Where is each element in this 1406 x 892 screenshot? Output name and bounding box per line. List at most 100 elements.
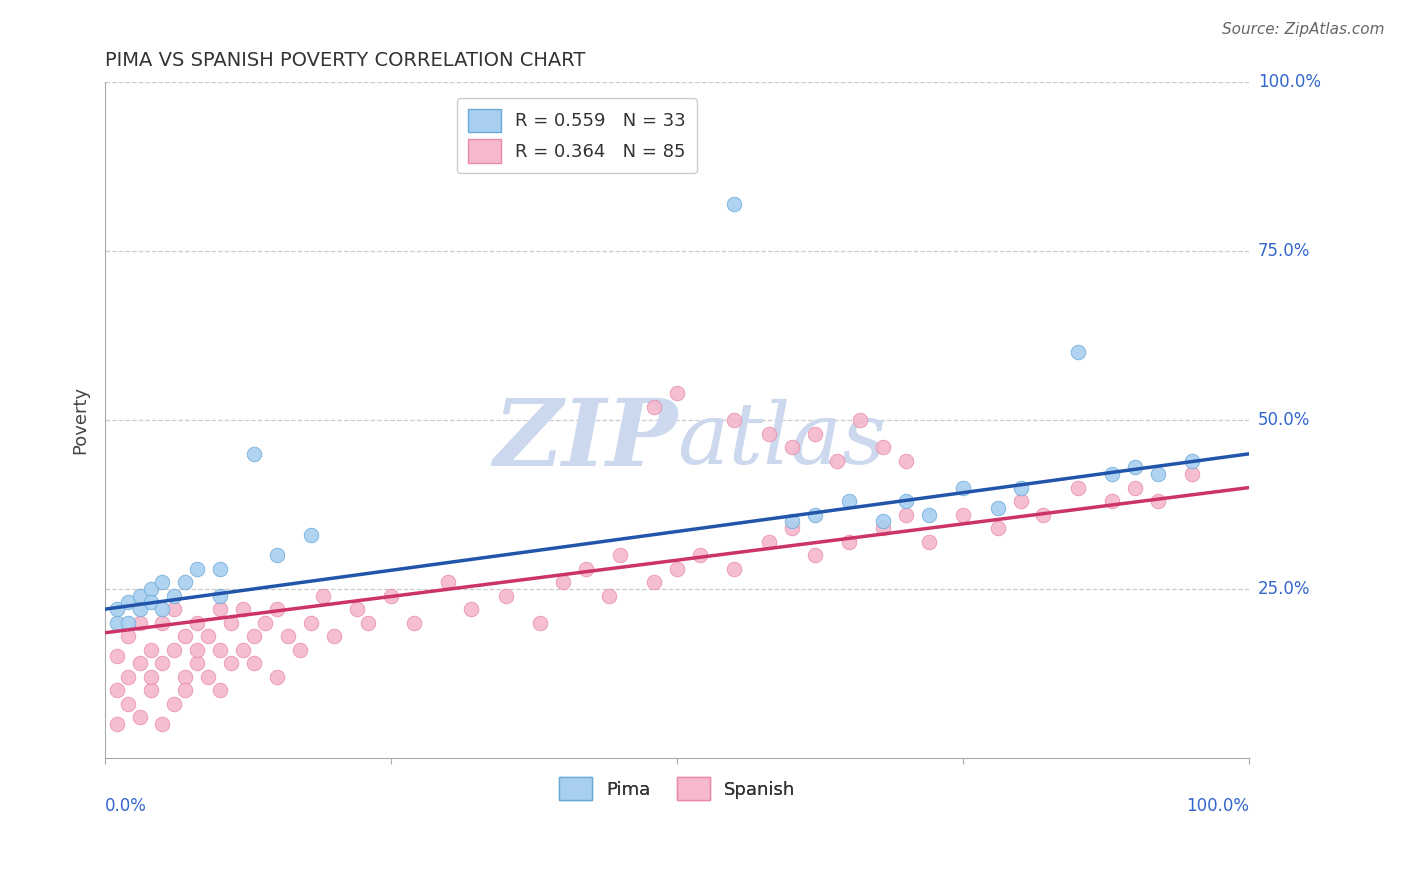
- Point: [1010, 481, 1032, 495]
- Point: [803, 426, 825, 441]
- Point: [1146, 494, 1168, 508]
- Point: [918, 508, 941, 522]
- Point: [1101, 467, 1123, 481]
- Point: [689, 548, 711, 562]
- Point: [1181, 467, 1204, 481]
- Point: [105, 683, 128, 698]
- Point: [277, 629, 299, 643]
- Point: [243, 656, 266, 670]
- Point: [128, 615, 150, 630]
- Point: [163, 602, 186, 616]
- Point: [952, 481, 974, 495]
- Point: [987, 500, 1010, 515]
- Point: [208, 561, 231, 575]
- Point: [174, 629, 197, 643]
- Point: [139, 670, 162, 684]
- Point: [288, 642, 311, 657]
- Point: [117, 615, 139, 630]
- Point: [163, 589, 186, 603]
- Point: [1067, 481, 1090, 495]
- Point: [551, 575, 574, 590]
- Point: [311, 589, 333, 603]
- Point: [529, 615, 551, 630]
- Point: [152, 575, 174, 590]
- Point: [357, 615, 380, 630]
- Point: [243, 447, 266, 461]
- Point: [105, 615, 128, 630]
- Point: [723, 197, 745, 211]
- Text: PIMA VS SPANISH POVERTY CORRELATION CHART: PIMA VS SPANISH POVERTY CORRELATION CHAR…: [105, 51, 585, 70]
- Point: [827, 453, 849, 467]
- Point: [174, 575, 197, 590]
- Point: [128, 710, 150, 724]
- Point: [803, 508, 825, 522]
- Point: [1067, 345, 1090, 359]
- Point: [1123, 460, 1146, 475]
- Point: [254, 615, 277, 630]
- Point: [231, 602, 253, 616]
- Point: [1146, 467, 1168, 481]
- Text: atlas: atlas: [678, 399, 886, 482]
- Point: [803, 548, 825, 562]
- Point: [186, 656, 208, 670]
- Point: [152, 717, 174, 731]
- Y-axis label: Poverty: Poverty: [72, 386, 89, 454]
- Point: [208, 602, 231, 616]
- Point: [872, 440, 894, 454]
- Point: [723, 561, 745, 575]
- Point: [666, 386, 689, 401]
- Point: [117, 629, 139, 643]
- Point: [894, 494, 917, 508]
- Point: [208, 642, 231, 657]
- Point: [380, 589, 402, 603]
- Text: 50.0%: 50.0%: [1258, 411, 1310, 429]
- Point: [609, 548, 631, 562]
- Point: [266, 670, 288, 684]
- Point: [117, 670, 139, 684]
- Point: [495, 589, 517, 603]
- Point: [174, 683, 197, 698]
- Point: [838, 494, 860, 508]
- Point: [323, 629, 346, 643]
- Point: [1101, 494, 1123, 508]
- Point: [437, 575, 460, 590]
- Point: [849, 413, 872, 427]
- Point: [952, 508, 974, 522]
- Text: 100.0%: 100.0%: [1258, 73, 1320, 91]
- Point: [894, 453, 917, 467]
- Point: [1010, 494, 1032, 508]
- Point: [243, 629, 266, 643]
- Point: [231, 642, 253, 657]
- Point: [299, 528, 322, 542]
- Point: [872, 514, 894, 528]
- Point: [139, 582, 162, 596]
- Point: [105, 717, 128, 731]
- Point: [219, 656, 242, 670]
- Point: [152, 656, 174, 670]
- Point: [139, 595, 162, 609]
- Point: [643, 400, 665, 414]
- Point: [666, 561, 689, 575]
- Point: [105, 602, 128, 616]
- Point: [186, 561, 208, 575]
- Point: [780, 521, 803, 535]
- Point: [197, 670, 219, 684]
- Point: [266, 602, 288, 616]
- Text: 0.0%: 0.0%: [105, 797, 148, 814]
- Legend: Pima, Spanish: Pima, Spanish: [550, 768, 804, 809]
- Point: [139, 683, 162, 698]
- Point: [598, 589, 620, 603]
- Text: Source: ZipAtlas.com: Source: ZipAtlas.com: [1222, 22, 1385, 37]
- Point: [987, 521, 1010, 535]
- Point: [128, 589, 150, 603]
- Point: [1032, 508, 1054, 522]
- Point: [780, 440, 803, 454]
- Point: [872, 521, 894, 535]
- Point: [174, 670, 197, 684]
- Point: [186, 615, 208, 630]
- Point: [208, 683, 231, 698]
- Point: [163, 642, 186, 657]
- Point: [186, 642, 208, 657]
- Point: [1181, 453, 1204, 467]
- Point: [117, 697, 139, 711]
